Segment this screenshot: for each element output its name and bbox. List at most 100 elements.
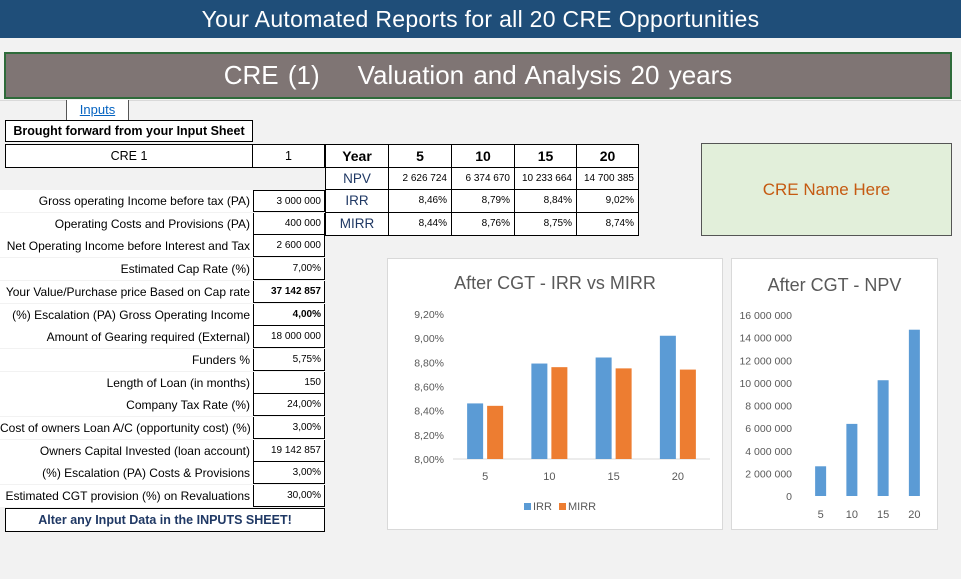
irr-mirr-chart: After CGT - IRR vs MIRR 8,00% 8,20% 8,40% 8… <box>387 258 723 530</box>
metrics-year-10: 10 <box>451 144 515 168</box>
divider <box>0 100 961 101</box>
legend-swatch-mirr <box>559 503 566 510</box>
input-row-value: 3 000 000 <box>253 190 325 212</box>
metrics-cell: 8,44% <box>388 212 452 236</box>
irr-mirr-chart-title: After CGT - IRR vs MIRR <box>454 273 656 293</box>
metrics-year-20: 20 <box>576 144 639 168</box>
y-tick-label: 4 000 000 <box>745 446 792 458</box>
page-title: CRE (1) Valuation and Analysis 20 years <box>6 54 950 97</box>
cre-name-box[interactable]: CRE Name Here <box>701 143 952 236</box>
input-row-value: 24,00% <box>253 394 325 417</box>
metrics-cell: 6 374 670 <box>451 167 515 190</box>
input-row-value: 30,00% <box>253 485 325 508</box>
input-row-label: Company Tax Rate (%) <box>0 394 253 417</box>
cre-number: 1 <box>253 144 325 168</box>
metrics-row-label: MIRR <box>325 212 389 236</box>
metrics-cell: 8,46% <box>388 189 452 213</box>
bar-mirr-10 <box>551 367 568 459</box>
input-row-label: Estimated Cap Rate (%) <box>0 258 253 281</box>
bar-mirr-5 <box>487 405 504 459</box>
y-tick-label: 8,00% <box>414 454 444 466</box>
input-row-value: 19 142 857 <box>253 439 325 462</box>
y-tick-label: 8,60% <box>414 382 444 394</box>
inputs-link[interactable]: Inputs <box>66 100 129 121</box>
x-tick-label: 10 <box>543 471 555 483</box>
input-row-value: 400 000 <box>253 212 325 235</box>
y-tick-label: 9,20% <box>414 309 444 321</box>
x-tick-label: 15 <box>608 471 620 483</box>
bar-npv-10 <box>846 423 858 496</box>
y-tick-label: 8 000 000 <box>745 401 792 413</box>
input-row-label: Gross operating Income before tax (PA) <box>0 190 253 212</box>
input-row-value: 3,00% <box>253 417 325 439</box>
input-row-label: (%) Escalation (PA) Costs & Provisions <box>0 462 253 485</box>
metrics-cell: 8,74% <box>576 212 639 236</box>
alter-inputs-note: Alter any Input Data in the INPUTS SHEET… <box>5 508 325 532</box>
y-tick-label: 8,80% <box>414 357 444 369</box>
irr-mirr-chart-svg: 8,00% 8,20% 8,40% 8,60% 8,80% 9,00% 9,20% 5 10 15… <box>414 309 710 513</box>
metrics-year-header: Year <box>325 144 389 168</box>
x-tick-label: 20 <box>908 509 920 521</box>
bar-mirr-15 <box>615 368 632 459</box>
metrics-cell: 2 626 724 <box>388 167 452 190</box>
metrics-cell: 8,75% <box>514 212 577 236</box>
input-row-value: 37 142 857 <box>253 280 325 303</box>
input-row-label: Your Value/Purchase price Based on Cap r… <box>0 280 253 303</box>
input-row-value: 4,00% <box>253 303 325 326</box>
bar-npv-5 <box>815 466 827 496</box>
input-row-value: 2 600 000 <box>253 235 325 258</box>
metrics-year-5: 5 <box>388 144 452 168</box>
input-row-value: 7,00% <box>253 258 325 281</box>
metrics-cell: 10 233 664 <box>514 167 577 190</box>
cre-label: CRE 1 <box>5 144 253 168</box>
x-tick-label: 5 <box>818 509 824 521</box>
y-tick-label: 14 000 000 <box>739 333 792 345</box>
bar-npv-20 <box>908 329 920 496</box>
bar-npv-15 <box>877 380 889 496</box>
input-row-label: Owners Capital Invested (loan account) <box>0 439 253 462</box>
input-row-label: Length of Loan (in months) <box>0 371 253 394</box>
input-row-label: Cost of owners Loan A/C (opportunity cos… <box>0 417 253 439</box>
title-description: Valuation and Analysis 20 years <box>357 60 733 90</box>
npv-chart: After CGT - NPV 0 2 000 000 4 000 000 6 000… <box>731 258 938 530</box>
bar-irr-15 <box>595 357 612 459</box>
y-tick-label: 16 000 000 <box>739 310 792 322</box>
report-banner: Your Automated Reports for all 20 CRE Op… <box>0 0 961 38</box>
input-row-label: Estimated CGT provision (%) on Revaluati… <box>0 485 253 508</box>
x-tick-label: 10 <box>846 509 858 521</box>
y-tick-label: 8,20% <box>414 430 444 442</box>
npv-chart-svg: 0 2 000 000 4 000 000 6 000 000 8 000 000 10 … <box>739 310 920 521</box>
metrics-cell: 9,02% <box>576 189 639 213</box>
metrics-cell: 8,84% <box>514 189 577 213</box>
bar-irr-20 <box>659 335 676 459</box>
y-tick-label: 9,00% <box>414 333 444 345</box>
y-tick-label: 10 000 000 <box>739 378 792 390</box>
input-row-label: Operating Costs and Provisions (PA) <box>0 212 253 235</box>
input-row-label: Amount of Gearing required (External) <box>0 326 253 349</box>
x-tick-label: 20 <box>672 471 684 483</box>
input-row-label: Net Operating Income before Interest and… <box>0 235 253 258</box>
x-tick-label: 15 <box>877 509 889 521</box>
y-tick-label: 6 000 000 <box>745 423 792 435</box>
bar-irr-5 <box>467 403 484 459</box>
input-row-value: 150 <box>253 371 325 394</box>
title-bar: CRE (1) Valuation and Analysis 20 years <box>4 52 952 99</box>
input-row-value: 18 000 000 <box>253 326 325 349</box>
input-row-label: Funders % <box>0 348 253 371</box>
y-tick-label: 0 <box>786 491 792 503</box>
legend-label-irr: IRR <box>533 501 552 513</box>
bar-irr-10 <box>531 363 548 459</box>
metrics-row-label: IRR <box>325 189 389 213</box>
brought-forward-header: Brought forward from your Input Sheet <box>5 120 253 142</box>
input-row-value: 3,00% <box>253 462 325 485</box>
title-cre-number: CRE (1) <box>223 60 320 90</box>
metrics-row-label: NPV <box>325 167 389 190</box>
metrics-cell: 14 700 385 <box>576 167 639 190</box>
y-tick-label: 2 000 000 <box>745 468 792 480</box>
legend-label-mirr: MIRR <box>568 501 596 513</box>
bar-mirr-20 <box>679 369 696 459</box>
legend-swatch-irr <box>524 503 531 510</box>
metrics-cell: 8,79% <box>451 189 515 213</box>
input-row-label: (%) Escalation (PA) Gross Operating Inco… <box>0 303 253 326</box>
x-tick-label: 5 <box>482 471 488 483</box>
